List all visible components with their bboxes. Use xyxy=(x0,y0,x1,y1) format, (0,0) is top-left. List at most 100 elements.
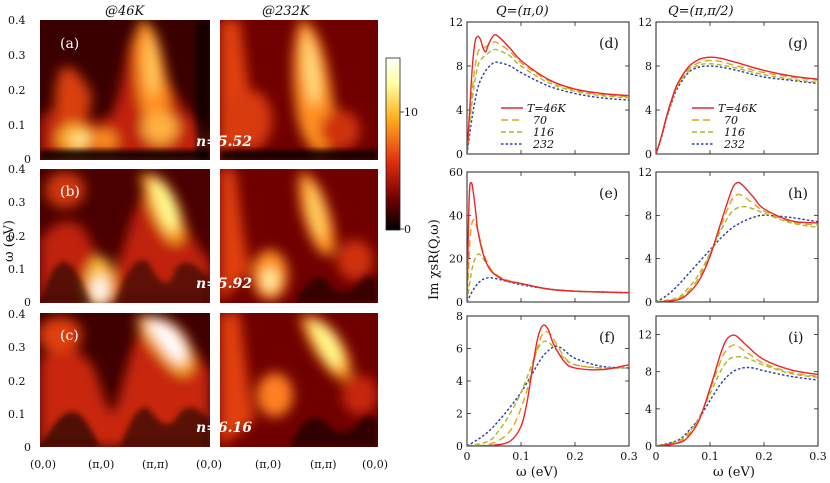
panel-label-c: (c) xyxy=(60,328,79,344)
panel-label: (e) xyxy=(599,186,618,202)
series-line-70 xyxy=(467,41,629,154)
xtick-label: 0.2 xyxy=(566,450,584,463)
ytick-label: 0 xyxy=(456,296,463,309)
colorbar-gradient xyxy=(385,57,401,231)
series-group xyxy=(467,182,629,302)
ytick: 0.1 xyxy=(8,408,26,421)
panel-label-b: (b) xyxy=(60,184,80,200)
heatmap-col-title-46k: @46K xyxy=(105,4,146,19)
legend-label: 232 xyxy=(723,138,745,151)
xtick: (π,π) xyxy=(142,458,169,471)
filling-label-b: n=5.92 xyxy=(196,276,252,292)
line-panel-i: 0 4 8 12 0 0.1 0.2 0.3 (i) xyxy=(638,315,827,463)
ytick: 0.2 xyxy=(8,375,26,388)
line-ylabel: Im χsR(Q,ω) xyxy=(427,219,442,300)
series-line-116 xyxy=(656,205,818,302)
series-line-232 xyxy=(656,214,818,302)
series-line-232 xyxy=(467,345,629,446)
plot-frame xyxy=(466,21,630,155)
xtick-label: 0.2 xyxy=(755,450,773,463)
xtick-label: 0.1 xyxy=(512,450,530,463)
line-col-title-pi0: Q=(π,0) xyxy=(496,4,549,19)
ytick: 0.3 xyxy=(8,341,26,354)
series-line-116 xyxy=(467,48,629,154)
ytick: 0 xyxy=(24,153,31,166)
plot-frame xyxy=(655,315,819,447)
ytick-label: 4 xyxy=(645,104,652,117)
series-line-T46K xyxy=(656,56,818,154)
ytick-label: 8 xyxy=(645,209,652,222)
series-group xyxy=(467,324,629,446)
xtick-label: 0.1 xyxy=(701,450,719,463)
panel-label: (g) xyxy=(788,36,808,52)
legend-label: 116 xyxy=(533,126,554,139)
heatmap-a-232k: n=5.52 xyxy=(196,20,378,160)
filling-label-a: n=5.52 xyxy=(196,134,252,150)
ytick: 0.4 xyxy=(8,163,26,176)
series-line-232 xyxy=(656,366,818,446)
ytick: 0.2 xyxy=(8,84,26,97)
legend-label: 116 xyxy=(724,126,745,139)
ytick-label: 40 xyxy=(449,209,463,222)
series-line-T46K xyxy=(467,324,629,446)
series-line-116 xyxy=(656,356,818,446)
ytick: 0.4 xyxy=(8,14,26,27)
xtick-label: 0 xyxy=(464,450,471,463)
filling-label-c: n=6.16 xyxy=(196,420,252,436)
ytick-label: 20 xyxy=(449,253,463,266)
panel-label: (f) xyxy=(599,330,615,346)
series-group xyxy=(467,34,629,154)
heatmap-yaxis-b: 0.4 0.3 0.2 0.1 0 xyxy=(8,163,31,309)
ytick-label: 0 xyxy=(645,440,652,453)
ytick-label: 0 xyxy=(456,440,463,453)
heatmap-c-46k: (c) xyxy=(40,313,210,447)
series-line-T46K xyxy=(467,34,629,154)
heatmap-a-46k: (a) xyxy=(40,20,210,160)
heatmap-ylabel: ω (eV) xyxy=(2,220,17,262)
panel-label: (i) xyxy=(788,330,803,346)
series-line-T46K xyxy=(656,334,818,446)
ytick-label: 6 xyxy=(456,343,463,356)
legend-label: 70 xyxy=(533,114,547,127)
heatmap-col-title-232k: @232K xyxy=(262,4,311,19)
ytick-label: 12 xyxy=(638,329,652,342)
ytick-label: 0 xyxy=(645,296,652,309)
heatmap-b-232k: n=5.92 xyxy=(196,169,378,303)
heatmap-yaxis-c: 0.4 0.3 0.2 0.1 0 xyxy=(8,308,31,454)
line-col-title-pipi2: Q=(π,π/2) xyxy=(668,4,734,19)
ytick-label: 8 xyxy=(456,60,463,73)
ytick: 0 xyxy=(24,296,31,309)
colorbar-tick-0: 0 xyxy=(404,223,411,236)
series-group xyxy=(656,334,818,446)
ytick-label: 4 xyxy=(456,104,463,117)
ytick-label: 12 xyxy=(449,16,463,29)
series-group xyxy=(656,181,818,302)
ytick: 0.2 xyxy=(8,230,26,243)
series-line-70 xyxy=(656,193,818,302)
colorbar: 10 0 xyxy=(385,57,418,236)
series-line-70 xyxy=(467,331,629,446)
ytick-label: 8 xyxy=(456,310,463,323)
xtick-label: 0.3 xyxy=(809,450,827,463)
xtick: (0,0) xyxy=(196,458,222,471)
ytick: 0.3 xyxy=(8,49,26,62)
line-panel-h: 0 4 8 12 (h) xyxy=(638,166,819,309)
ytick: 0.1 xyxy=(8,119,26,132)
ytick-label: 0 xyxy=(456,148,463,161)
plot-frame xyxy=(655,21,819,155)
ytick-label: 12 xyxy=(638,166,652,179)
series-line-116 xyxy=(656,63,818,154)
xtick: (π,π) xyxy=(310,458,337,471)
ytick-label: 2 xyxy=(456,408,463,421)
legend-label: 232 xyxy=(532,138,554,151)
ytick-label: 4 xyxy=(456,375,463,388)
ytick-label: 8 xyxy=(645,60,652,73)
ytick-label: 0 xyxy=(645,148,652,161)
xtick: (π,0) xyxy=(88,458,114,471)
line-panel-e: 0 20 40 60 (e) xyxy=(449,166,630,309)
plot-frame xyxy=(466,171,630,303)
line-xlabel-right: ω (eV) xyxy=(713,465,755,480)
